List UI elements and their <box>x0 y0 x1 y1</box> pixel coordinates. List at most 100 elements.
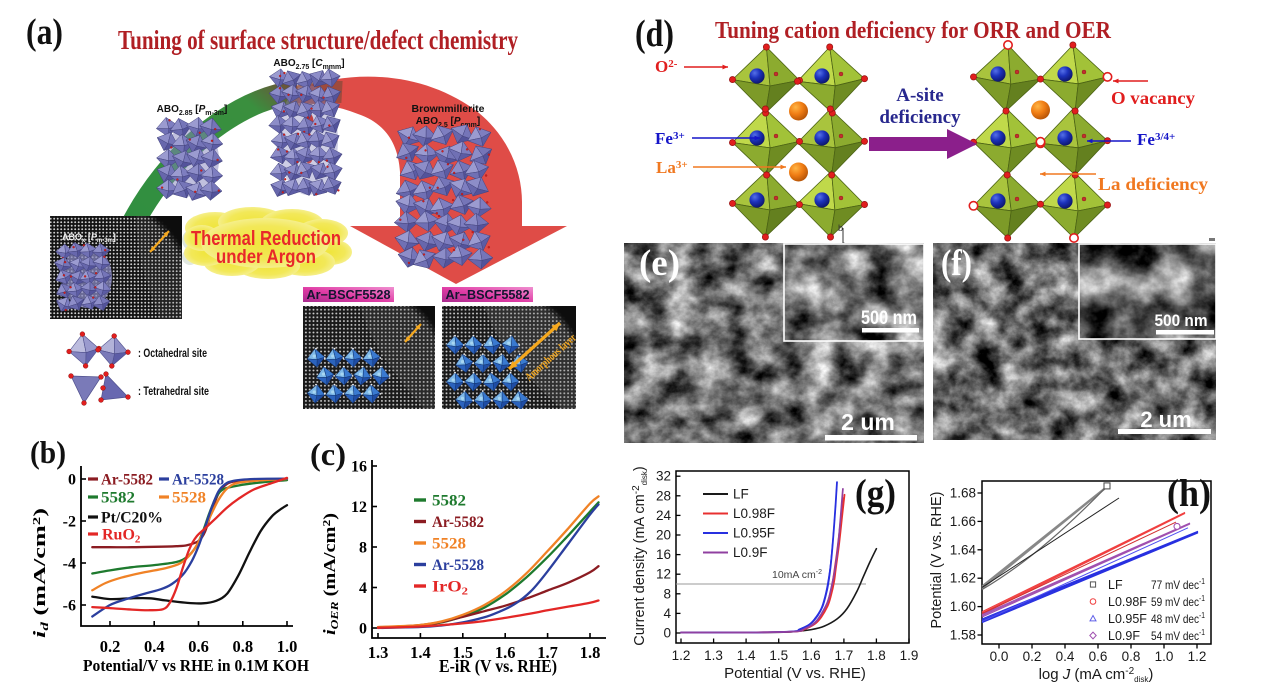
svg-text:8: 8 <box>359 540 367 557</box>
svg-text:1.66: 1.66 <box>950 514 976 529</box>
svg-text:59 mV dec-1: 59 mV dec-1 <box>1151 594 1205 609</box>
svg-text:Tuning cation deficiency for O: Tuning cation deficiency for ORR and OER <box>715 18 1112 44</box>
svg-text:1.7: 1.7 <box>537 643 558 662</box>
svg-text:Tuning of surface structure/de: Tuning of surface structure/defect chemi… <box>118 25 518 55</box>
svg-text:1.8: 1.8 <box>867 648 886 663</box>
svg-text:5582: 5582 <box>432 493 466 510</box>
svg-text:0.4: 0.4 <box>1056 649 1075 664</box>
svg-text:48 mV dec-1: 48 mV dec-1 <box>1151 611 1205 626</box>
svg-text:Pt/C20%: Pt/C20% <box>101 510 163 527</box>
svg-text:0.0: 0.0 <box>990 649 1009 664</box>
svg-text:16: 16 <box>656 547 671 562</box>
svg-text:Ar-5582: Ar-5582 <box>432 514 484 531</box>
svg-text:Brownmillerite: Brownmillerite <box>412 103 485 115</box>
svg-text:1.3: 1.3 <box>368 643 389 662</box>
svg-text:b: b <box>838 223 843 233</box>
svg-text:-4: -4 <box>63 556 76 573</box>
svg-text:Ar−BSCF5582: Ar−BSCF5582 <box>446 288 530 302</box>
svg-text:-2: -2 <box>63 514 76 531</box>
svg-text:-6: -6 <box>63 598 76 615</box>
svg-text:1.4: 1.4 <box>410 643 431 662</box>
svg-text:: Tetrahedral site: : Tetrahedral site <box>138 384 209 398</box>
svg-text:0.2: 0.2 <box>100 637 121 656</box>
svg-text:1.64: 1.64 <box>950 542 977 557</box>
svg-text:Ar-5582: Ar-5582 <box>101 472 153 489</box>
svg-text:0.8: 0.8 <box>232 637 253 656</box>
svg-text:(e): (e) <box>639 243 680 284</box>
svg-text:1.3: 1.3 <box>704 648 723 663</box>
svg-text:1.0: 1.0 <box>1155 649 1174 664</box>
svg-text:1.8: 1.8 <box>580 643 601 662</box>
svg-text:A-site: A-site <box>896 85 943 106</box>
svg-text:500 nm: 500 nm <box>1155 311 1208 330</box>
svg-text:Ar-5528: Ar-5528 <box>432 557 484 574</box>
svg-text:Potential (V vs. RHE): Potential (V vs. RHE) <box>724 665 866 682</box>
svg-text:5582: 5582 <box>101 490 135 507</box>
svg-text:id (mA/cm2): id (mA/cm2) <box>30 508 51 638</box>
svg-text:1.4: 1.4 <box>737 648 756 663</box>
svg-text:LF: LF <box>1108 578 1123 592</box>
svg-text:5528: 5528 <box>432 536 466 553</box>
svg-text:16: 16 <box>351 459 367 476</box>
svg-text:(f): (f) <box>941 243 972 284</box>
svg-text:28: 28 <box>656 488 671 503</box>
svg-text:1.7: 1.7 <box>834 648 853 663</box>
svg-text:Potential (V vs. RHE): Potential (V vs. RHE) <box>929 492 945 629</box>
svg-text:Thermal Reduction: Thermal Reduction <box>191 228 341 250</box>
svg-text:L0.9F: L0.9F <box>733 545 768 560</box>
svg-text:Ar−BSCF5528: Ar−BSCF5528 <box>307 288 391 302</box>
svg-text:1.60: 1.60 <box>950 599 976 614</box>
svg-text:4: 4 <box>359 580 367 597</box>
svg-text:1.2: 1.2 <box>1188 649 1207 664</box>
svg-text:0.8: 0.8 <box>1122 649 1141 664</box>
svg-text:L0.95F: L0.95F <box>733 526 775 541</box>
svg-text:under Argon: under Argon <box>216 247 316 268</box>
svg-text:(h): (h) <box>1167 472 1211 515</box>
svg-text:24: 24 <box>656 508 672 523</box>
svg-text:12: 12 <box>351 499 367 516</box>
svg-text:1.2: 1.2 <box>672 648 691 663</box>
svg-text:5528: 5528 <box>172 490 206 507</box>
svg-text:L0.98F: L0.98F <box>1108 595 1147 609</box>
svg-text:La deficiency: La deficiency <box>1098 174 1208 194</box>
svg-text:O vacancy: O vacancy <box>1111 88 1195 108</box>
svg-text:1.5: 1.5 <box>769 648 788 663</box>
svg-text:10mA cm-2: 10mA cm-2 <box>772 569 822 581</box>
svg-text:500 nm: 500 nm <box>861 308 917 329</box>
svg-text:RuO2: RuO2 <box>102 527 141 546</box>
svg-text:2 um: 2 um <box>841 409 895 435</box>
svg-text:1.0: 1.0 <box>277 637 298 656</box>
svg-text:32: 32 <box>656 469 671 484</box>
svg-text:E-iR (V vs. RHE): E-iR (V vs. RHE) <box>439 656 557 676</box>
svg-text:0: 0 <box>68 472 76 489</box>
svg-text:(a): (a) <box>26 12 63 53</box>
svg-text:(g): (g) <box>855 472 896 515</box>
svg-text:12: 12 <box>656 567 671 582</box>
svg-text:1.5: 1.5 <box>452 643 473 662</box>
svg-text:L0.9F: L0.9F <box>1108 629 1140 643</box>
svg-text:1.68: 1.68 <box>950 486 976 501</box>
svg-text:: Octahedral site: : Octahedral site <box>138 346 207 360</box>
svg-text:(b): (b) <box>30 434 66 470</box>
svg-text:Ar-5528: Ar-5528 <box>172 472 224 489</box>
svg-text:0.4: 0.4 <box>144 637 165 656</box>
svg-text:0.2: 0.2 <box>1023 649 1042 664</box>
svg-text:1.6: 1.6 <box>495 643 516 662</box>
svg-text:2 um: 2 um <box>1140 407 1191 432</box>
svg-text:0: 0 <box>359 621 367 638</box>
svg-text:1.58: 1.58 <box>950 628 976 643</box>
svg-text:0.6: 0.6 <box>1089 649 1108 664</box>
svg-text:Potential/V vs RHE in 0.1M KOH: Potential/V vs RHE in 0.1M KOH <box>83 656 309 675</box>
svg-text:LF: LF <box>733 487 749 502</box>
svg-text:20: 20 <box>656 528 671 543</box>
svg-text:54 mV dec-1: 54 mV dec-1 <box>1151 628 1205 643</box>
svg-text:1.62: 1.62 <box>950 571 976 586</box>
svg-text:Current density (mA cm-2disk): Current density (mA cm-2disk) <box>631 466 649 645</box>
svg-text:1.6: 1.6 <box>802 648 821 663</box>
svg-text:L0.98F: L0.98F <box>733 506 775 521</box>
svg-text:0: 0 <box>663 626 671 641</box>
svg-text:(d): (d) <box>635 13 674 55</box>
svg-text:log J (mA cm-2disk): log J (mA cm-2disk) <box>1039 666 1154 684</box>
svg-text:(c): (c) <box>310 436 346 472</box>
